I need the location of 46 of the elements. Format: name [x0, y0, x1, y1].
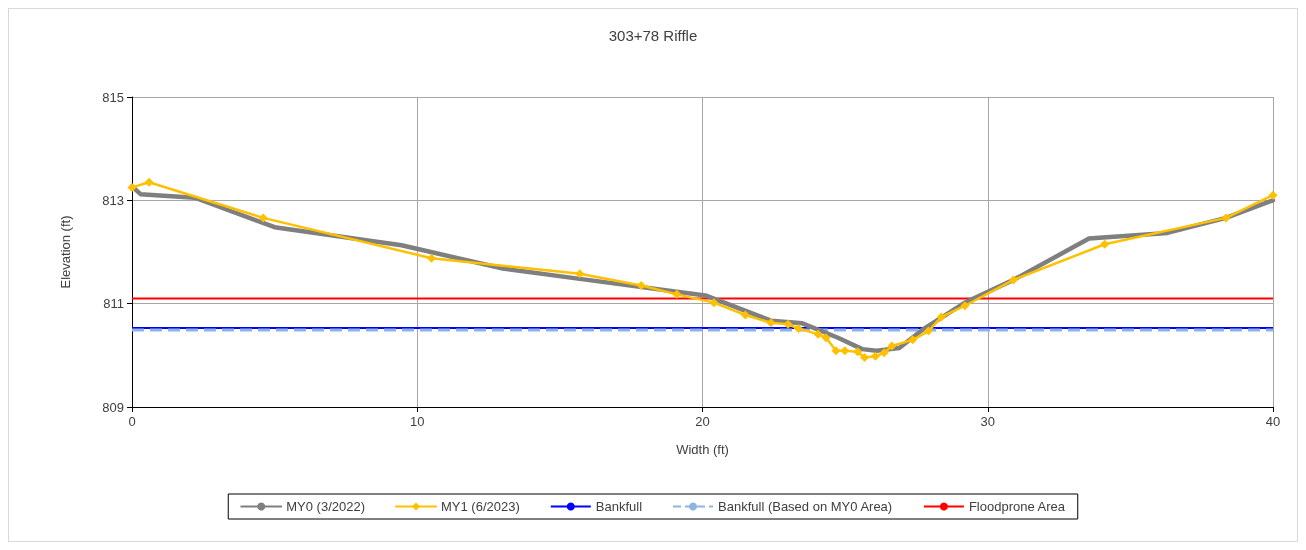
- point: [793, 323, 803, 333]
- point: [870, 351, 880, 361]
- point: [1100, 239, 1110, 249]
- point: [840, 346, 850, 356]
- point: [783, 319, 793, 329]
- point: [879, 348, 889, 358]
- x-tick-label: 30: [980, 414, 995, 429]
- point: [427, 253, 437, 263]
- point: [672, 289, 682, 299]
- legend-label: MY1 (6/2023): [441, 499, 520, 514]
- point: [831, 346, 841, 356]
- y-tick-label: 811: [103, 296, 124, 312]
- point: [636, 281, 646, 291]
- point: [575, 269, 585, 279]
- legend-label: Bankfull (Based on MY0 Area): [718, 499, 893, 514]
- y-tick-label: 809: [102, 399, 124, 415]
- y-axis-title: Elevation (ft): [58, 215, 73, 289]
- point: [853, 347, 863, 357]
- point: [258, 213, 268, 223]
- point: [127, 182, 137, 192]
- x-tick-label: 40: [1265, 414, 1281, 429]
- point: [740, 310, 750, 320]
- legend-label: MY0 (3/2022): [286, 499, 366, 514]
- y-tick-label: 813: [102, 192, 124, 208]
- point: [709, 298, 719, 308]
- point: [936, 312, 946, 322]
- point: [908, 335, 918, 345]
- x-tick-label: 10: [410, 414, 425, 429]
- point: [960, 301, 970, 311]
- point: [144, 177, 154, 187]
- point: [1268, 190, 1278, 200]
- point: [887, 341, 897, 351]
- x-tick-label: 20: [695, 414, 710, 429]
- point: [860, 352, 870, 362]
- y-tick-label: 815: [102, 89, 124, 105]
- point: [766, 318, 776, 328]
- chart-title: 303+78 Riffle: [608, 27, 698, 44]
- point: [1221, 213, 1231, 223]
- point: [813, 329, 823, 339]
- point: [923, 326, 933, 336]
- x-axis-title: Width (ft): [676, 442, 729, 457]
- point: [1008, 275, 1018, 285]
- x-tick-label: 0: [128, 414, 136, 429]
- legend-label: Bankfull: [595, 499, 643, 514]
- legend-label: Floodprone Area: [968, 499, 1066, 514]
- point: [821, 333, 831, 343]
